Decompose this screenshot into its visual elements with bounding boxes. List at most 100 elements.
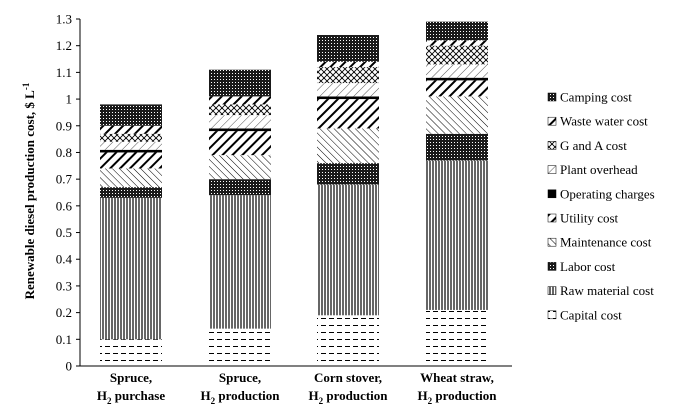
y-axis-title-text: Renewable diesel production cost, $ L-1 bbox=[21, 82, 37, 299]
category-label-line2: H2 production bbox=[417, 388, 497, 406]
legend-label: Waste water cost bbox=[560, 114, 648, 129]
bar-segment-plant-overhead bbox=[426, 64, 488, 78]
legend-item: Plant overhead bbox=[547, 162, 638, 177]
legend-label: Raw material cost bbox=[560, 283, 654, 298]
bar-segment-waste-water-cost bbox=[317, 61, 379, 68]
bar-segment-capital-cost bbox=[209, 328, 271, 366]
bar-segment-waste-water-cost bbox=[426, 40, 488, 46]
bar-stack bbox=[100, 104, 162, 366]
y-tick-label: 0.7 bbox=[56, 172, 73, 187]
bar-segment-maintenance-cost bbox=[317, 128, 379, 164]
bar-segment-camping-cost bbox=[209, 69, 271, 97]
category-label-h: H bbox=[200, 388, 210, 403]
bar-segment-raw-material-cost bbox=[209, 195, 271, 329]
legend-swatch bbox=[547, 237, 557, 247]
bar-segment-raw-material-cost bbox=[426, 160, 488, 310]
legend-swatch bbox=[547, 189, 557, 199]
category-label-h: H bbox=[308, 388, 318, 403]
legend-item: Utility cost bbox=[547, 211, 619, 226]
category-label-suffix: purchase bbox=[112, 388, 166, 403]
bar-segment-g-and-a-cost bbox=[317, 67, 379, 84]
bar-segment-utility-cost bbox=[100, 152, 162, 169]
legend-swatch bbox=[547, 213, 557, 223]
bar-segment-labor-cost bbox=[100, 187, 162, 198]
category-label: Wheat straw, H2 production bbox=[417, 370, 497, 406]
bar-segment-maintenance-cost bbox=[209, 155, 271, 180]
legend-item: Raw material cost bbox=[547, 283, 654, 298]
y-axis-title-main: Renewable diesel production cost, $ L bbox=[22, 90, 37, 300]
bar-segment-operating-charges bbox=[317, 96, 379, 100]
bar-segment-plant-overhead bbox=[317, 83, 379, 97]
y-tick-label: 1.3 bbox=[56, 12, 72, 27]
legend-swatch bbox=[547, 116, 557, 126]
category-label-line1: Corn stover, bbox=[314, 370, 382, 385]
legend-swatch bbox=[547, 165, 557, 174]
bar-stack bbox=[317, 35, 379, 366]
y-tick-label: 0.3 bbox=[56, 278, 72, 293]
category-label: Corn stover, H2 production bbox=[308, 370, 388, 406]
bar-segment-plant-overhead bbox=[209, 115, 271, 129]
bar-segment-maintenance-cost bbox=[426, 96, 488, 134]
y-axis-title-superscript: -1 bbox=[21, 82, 31, 90]
bar-segment-waste-water-cost bbox=[209, 96, 271, 105]
bar-segment-operating-charges bbox=[426, 77, 488, 81]
category-label-line1: Spruce, bbox=[110, 370, 152, 385]
bar-segment-labor-cost bbox=[317, 163, 379, 185]
category-label-line2: H2 purchase bbox=[97, 388, 165, 406]
legend-label: Operating charges bbox=[560, 186, 655, 201]
y-tick-label: 0.5 bbox=[56, 225, 72, 240]
bar-segment-utility-cost bbox=[317, 99, 379, 129]
y-tick-label: 0.4 bbox=[56, 252, 73, 267]
category-label-subscript: 2 bbox=[211, 396, 216, 406]
bar-segment-operating-charges bbox=[209, 128, 271, 132]
category-label-line2: H2 production bbox=[200, 388, 280, 406]
y-tick-label: 0.2 bbox=[56, 305, 72, 320]
legend-item: Maintenance cost bbox=[547, 235, 652, 250]
bar-segment-operating-charges bbox=[100, 149, 162, 153]
y-tick-label: 0.6 bbox=[56, 198, 73, 213]
legend-item: Capital cost bbox=[547, 307, 622, 322]
bar-segment-capital-cost bbox=[317, 315, 379, 366]
legend-label: Utility cost bbox=[560, 211, 619, 226]
category-label-h: H bbox=[417, 388, 427, 403]
legend-label: Labor cost bbox=[560, 259, 616, 274]
bars bbox=[100, 21, 488, 366]
legend-label: Camping cost bbox=[560, 90, 632, 105]
bar-segment-labor-cost bbox=[426, 133, 488, 161]
legend-swatch bbox=[547, 141, 557, 150]
legend-item: G and A cost bbox=[547, 138, 627, 153]
category-label: Spruce,H2 purchase bbox=[97, 370, 165, 406]
y-tick-label: 0 bbox=[66, 359, 73, 374]
y-axis-title: Renewable diesel production cost, $ L-1 bbox=[21, 82, 37, 299]
legend-swatch bbox=[547, 92, 557, 102]
legend-label: Maintenance cost bbox=[560, 235, 652, 250]
category-label-subscript: 2 bbox=[107, 396, 112, 406]
bar-segment-capital-cost bbox=[100, 339, 162, 366]
y-tick-label: 0.9 bbox=[56, 118, 72, 133]
bar-segment-waste-water-cost bbox=[100, 125, 162, 134]
bar-segment-camping-cost bbox=[317, 35, 379, 62]
y-tick-label: 1.1 bbox=[56, 65, 72, 80]
y-axis: 0 0.1 0.2 0.3 0.4 0.5 0.6 0.7 0.8 0.9 1 1.1 1.2 1.3 bbox=[56, 12, 81, 374]
bar-segment-raw-material-cost bbox=[100, 197, 162, 340]
bar-segment-camping-cost bbox=[100, 104, 162, 126]
bar-segment-raw-material-cost bbox=[317, 184, 379, 316]
category-label-line1: Wheat straw, bbox=[420, 370, 494, 385]
category-label-suffix: production bbox=[432, 388, 497, 403]
bar-segment-capital-cost bbox=[426, 309, 488, 366]
bar-segment-g-and-a-cost bbox=[100, 133, 162, 142]
y-tick-label: 0.1 bbox=[56, 332, 72, 347]
category-label-line2: H2 production bbox=[308, 388, 388, 406]
bar-stack bbox=[426, 21, 488, 366]
legend-label: G and A cost bbox=[560, 138, 627, 153]
legend: Camping cost Waste water cost G and A cost… bbox=[547, 90, 655, 322]
bar-segment-labor-cost bbox=[209, 179, 271, 196]
bar-segment-utility-cost bbox=[209, 131, 271, 156]
legend-item: Operating charges bbox=[547, 186, 655, 201]
category-label-subscript: 2 bbox=[319, 396, 324, 406]
legend-swatch bbox=[547, 310, 557, 320]
category-label-h: H bbox=[97, 388, 107, 403]
y-tick-label: 0.8 bbox=[56, 145, 72, 160]
